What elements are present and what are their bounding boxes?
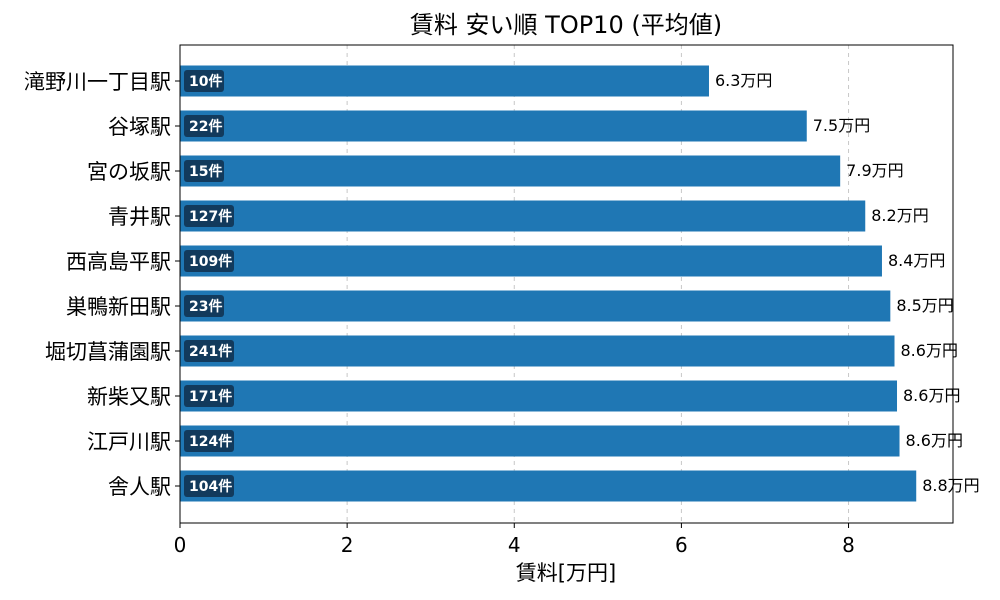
- y-tick-label: 江戸川駅: [87, 430, 171, 454]
- count-badge: [184, 250, 234, 272]
- axes: 0 2 4 6 8: [174, 44, 954, 557]
- count-badge: [184, 70, 224, 92]
- bar: [180, 200, 866, 232]
- y-tick-label: 舎人駅: [108, 475, 171, 499]
- count-label: 104件: [189, 478, 232, 495]
- count-label: 15件: [189, 163, 222, 180]
- y-tick-label: 滝野川一丁目駅: [24, 70, 171, 94]
- bars: 10件 6.3万円 滝野川一丁目駅 22件 7.5万円 谷塚駅 15件 7.9万円 宮の坂駅 12…: [24, 65, 980, 502]
- value-label: 8.5万円: [896, 296, 953, 315]
- bar: [180, 470, 917, 502]
- count-badge: [184, 475, 234, 497]
- bar-group: 104件 8.8万円 舎人駅: [108, 470, 980, 502]
- value-label: 7.9万円: [846, 161, 903, 180]
- value-label: 8.6万円: [901, 341, 958, 360]
- value-label: 8.6万円: [903, 386, 960, 405]
- value-label: 8.8万円: [922, 476, 979, 495]
- count-badge: [184, 385, 234, 407]
- bar: [180, 110, 807, 142]
- x-tick-label: 8: [842, 533, 855, 557]
- count-label: 23件: [189, 298, 222, 315]
- value-label: 6.3万円: [715, 71, 772, 90]
- y-tick-label: 巣鴨新田駅: [66, 295, 171, 319]
- count-label: 171件: [189, 388, 232, 405]
- x-tick-label: 4: [508, 533, 521, 557]
- bar: [180, 290, 891, 322]
- count-label: 127件: [189, 208, 232, 225]
- count-label: 109件: [189, 253, 232, 270]
- count-badge: [184, 205, 234, 227]
- x-tick-label: 6: [675, 533, 688, 557]
- count-badge: [184, 430, 234, 452]
- plot-frame: [179, 44, 954, 524]
- bar-group: 171件 8.6万円 新柴又駅: [87, 380, 960, 412]
- count-badge: [184, 115, 224, 137]
- count-label: 124件: [189, 433, 232, 450]
- bar-group: 109件 8.4万円 西高島平駅: [66, 245, 945, 277]
- bar-group: 124件 8.6万円 江戸川駅: [87, 425, 963, 457]
- value-label: 8.2万円: [871, 206, 928, 225]
- count-badge: [184, 340, 234, 362]
- y-tick-label: 西高島平駅: [66, 250, 171, 274]
- chart-title: 賃料 安い順 TOP10 (平均値): [410, 11, 722, 39]
- count-badge: [184, 160, 224, 182]
- y-tick-label: 谷塚駅: [108, 115, 171, 139]
- y-tick-label: 青井駅: [108, 205, 171, 229]
- bar-group: 241件 8.6万円 堀切菖蒲園駅: [45, 335, 958, 367]
- count-badge: [184, 295, 224, 317]
- x-axis-label: 賃料[万円]: [516, 561, 616, 585]
- count-label: 10件: [189, 73, 222, 90]
- bar-group: 23件 8.5万円 巣鴨新田駅: [66, 290, 954, 322]
- y-tick-label: 宮の坂駅: [87, 160, 171, 184]
- value-label: 8.4万円: [888, 251, 945, 270]
- value-label: 8.6万円: [906, 431, 963, 450]
- y-tick-label: 堀切菖蒲園駅: [45, 340, 171, 364]
- bar: [180, 425, 900, 457]
- bar: [180, 65, 709, 97]
- bar-group: 127件 8.2万円 青井駅: [108, 200, 929, 232]
- y-tick-label: 新柴又駅: [87, 385, 171, 409]
- bar: [180, 155, 841, 187]
- x-tick-label: 2: [341, 533, 354, 557]
- bar-group: 10件 6.3万円 滝野川一丁目駅: [24, 65, 772, 97]
- count-label: 241件: [189, 343, 232, 360]
- bar: [180, 335, 895, 367]
- count-label: 22件: [189, 118, 222, 135]
- bar-group: 15件 7.9万円 宮の坂駅: [87, 155, 904, 187]
- bar-group: 22件 7.5万円 谷塚駅: [108, 110, 870, 142]
- x-tick-label: 0: [174, 533, 187, 557]
- value-label: 7.5万円: [813, 116, 870, 135]
- bar: [180, 245, 882, 277]
- bar: [180, 380, 898, 412]
